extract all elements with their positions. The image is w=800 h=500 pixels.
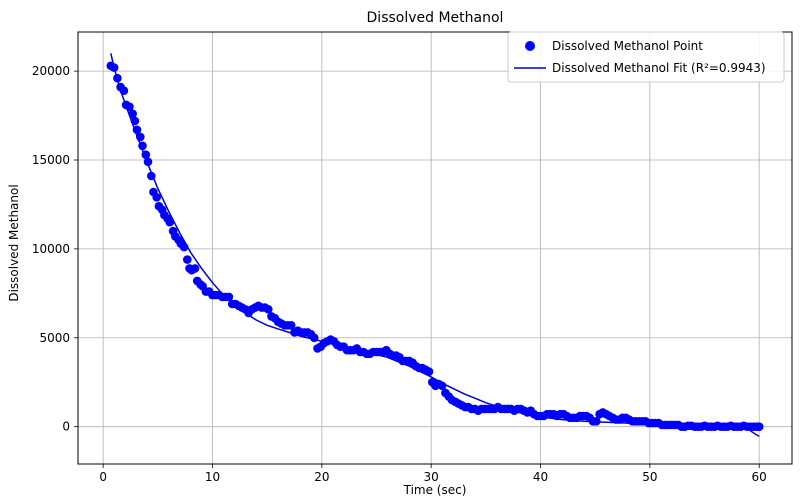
data-point xyxy=(132,125,142,135)
data-point xyxy=(136,132,145,142)
y-tick-label: 10000 xyxy=(32,242,70,256)
point-series xyxy=(106,61,764,432)
data-point xyxy=(190,264,200,273)
data-point xyxy=(437,381,447,391)
data-point xyxy=(165,217,175,227)
legend-entry-points: Dissolved Methanol Point xyxy=(552,39,703,53)
chart-title: Dissolved Methanol xyxy=(367,10,504,26)
data-point xyxy=(754,422,764,432)
x-tick-label: 40 xyxy=(533,470,548,484)
x-tick-label: 10 xyxy=(205,470,220,484)
data-point xyxy=(119,86,129,95)
data-point xyxy=(309,333,319,343)
data-point xyxy=(592,417,601,426)
data-point xyxy=(113,73,122,83)
grid xyxy=(78,32,792,464)
data-point xyxy=(147,171,156,181)
x-tick-label: 20 xyxy=(314,470,329,484)
data-point xyxy=(128,109,137,119)
y-tick-label: 20000 xyxy=(32,64,70,78)
data-point xyxy=(143,157,153,167)
y-tick-label: 0 xyxy=(62,420,70,434)
x-tick-label: 0 xyxy=(99,470,107,484)
data-point xyxy=(130,116,140,126)
y-tick-label: 5000 xyxy=(39,331,70,345)
data-point xyxy=(125,102,134,111)
data-point xyxy=(141,150,151,159)
x-tick-label: 30 xyxy=(424,470,439,484)
legend-box xyxy=(507,31,785,83)
data-point xyxy=(138,141,147,151)
x-axis-label: Time (sec) xyxy=(403,483,467,497)
y-tick-label: 15000 xyxy=(32,153,70,167)
data-point xyxy=(424,367,434,376)
y-axis-label: Dissolved Methanol xyxy=(7,184,21,301)
data-point xyxy=(109,63,119,72)
x-tick-label: 50 xyxy=(642,470,657,484)
x-tick-label: 60 xyxy=(752,470,767,484)
axis-ticks: 0 10 20 30 40 50 60 0 5000 10000 15000 20000 xyxy=(32,64,767,484)
data-point xyxy=(183,255,192,264)
plot-frame xyxy=(77,31,793,465)
data-point xyxy=(152,193,161,202)
data-point xyxy=(224,292,234,302)
legend: Dissolved Methanol Point Dissolved Metha… xyxy=(507,31,785,83)
data-point xyxy=(179,242,189,252)
legend-entry-fit: Dissolved Methanol Fit (R²=0.9943) xyxy=(552,61,766,75)
data-point xyxy=(286,321,296,330)
legend-point-marker xyxy=(525,41,535,51)
data-point xyxy=(264,305,273,314)
